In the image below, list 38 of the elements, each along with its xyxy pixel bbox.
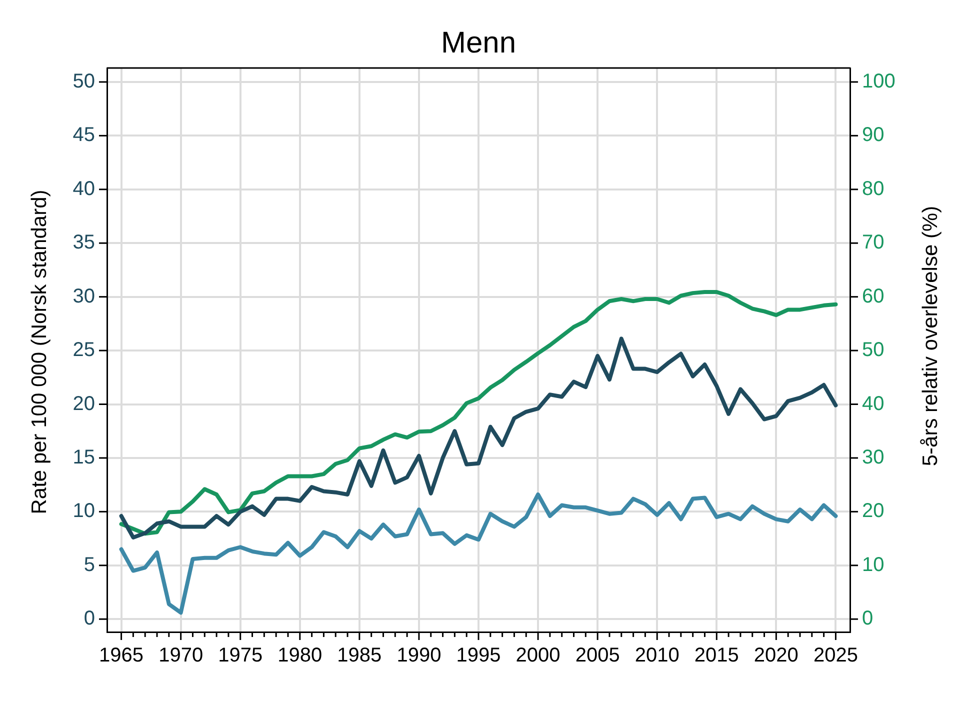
y2-tick-label: 0 [862, 608, 874, 630]
y2-axis-title: 5-års relativ overlevelse (%) [918, 206, 942, 466]
x-tick-label: 1975 [218, 644, 263, 667]
x-tick-label: 2015 [694, 644, 739, 667]
x-tick-label: 2010 [634, 644, 680, 667]
y-tick-label: 0 [84, 608, 95, 630]
y-tick-label: 5 [84, 554, 95, 576]
y-tick-label: 15 [72, 446, 95, 468]
x-tick-label: 2005 [575, 644, 620, 667]
y2-tick-label: 20 [862, 500, 884, 522]
y2-tick-label: 100 [862, 70, 896, 92]
y2-tick-label: 50 [862, 339, 884, 362]
y-tick-label: 20 [72, 392, 95, 415]
x-tick-label: 1995 [456, 644, 501, 667]
y-tick-label: 35 [72, 232, 95, 254]
y2-tick-label: 90 [862, 124, 884, 146]
x-tick-label: 1985 [337, 644, 382, 667]
y-axis-title: Rate per 100 000 (Norsk standard) [28, 190, 51, 514]
y2-tick-label: 60 [862, 285, 884, 308]
y2-tick-label: 70 [862, 232, 884, 254]
y-tick-label: 10 [72, 500, 95, 522]
y2-tick-label: 10 [862, 554, 884, 576]
chart-title: Menn [440, 26, 516, 60]
x-tick-label: 2020 [754, 644, 798, 667]
y2-tick-label: 30 [862, 446, 884, 468]
x-tick-label: 1965 [99, 644, 144, 667]
x-tick-label: 2000 [516, 644, 560, 667]
x-tick-label: 2025 [813, 644, 858, 667]
y-tick-label: 45 [72, 124, 95, 146]
y-tick-label: 40 [72, 178, 95, 200]
y-tick-label: 50 [72, 70, 95, 92]
x-tick-label: 1990 [396, 644, 442, 667]
y-tick-label: 25 [72, 339, 95, 362]
y-tick-label: 30 [72, 285, 95, 308]
x-tick-label: 1980 [278, 644, 322, 667]
x-tick-label: 1970 [158, 644, 204, 667]
y2-tick-label: 40 [862, 392, 884, 415]
y2-tick-label: 80 [862, 178, 884, 200]
